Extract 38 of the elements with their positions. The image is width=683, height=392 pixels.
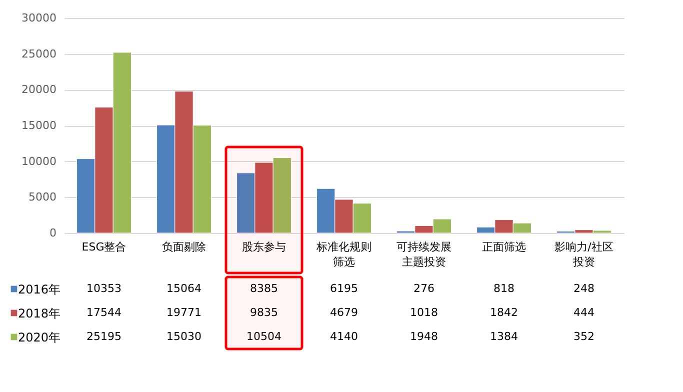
data-label: 248: [574, 282, 594, 295]
y-tick-label: 0: [50, 226, 56, 240]
legend-label: 2020年: [18, 330, 60, 344]
data-label: 1384: [490, 330, 518, 343]
legend-label: 2018年: [18, 306, 60, 320]
legend-label: 2016年: [18, 282, 60, 296]
x-tick-label: 标准化规则筛选: [316, 240, 372, 268]
data-label: 1018: [410, 306, 438, 319]
y-tick-label: 5000: [28, 190, 56, 204]
data-label: 15030: [166, 330, 202, 343]
data-label: 276: [414, 282, 434, 295]
data-label: 4679: [330, 306, 358, 319]
y-tick-label: 20000: [22, 83, 56, 96]
data-label: 10504: [246, 330, 282, 343]
data-label: 9835: [250, 306, 278, 319]
x-tick-label: 正面筛选: [482, 240, 526, 254]
data-label: 25195: [86, 330, 122, 343]
y-tick-label: 10000: [22, 154, 56, 168]
x-tick-label: 影响力/社区投资: [554, 240, 614, 268]
data-label: 6195: [330, 282, 358, 295]
data-label: 10353: [86, 282, 122, 295]
data-label: 17544: [86, 306, 122, 319]
x-tick-label: 可持续发展主题投资: [396, 240, 452, 268]
x-tick-label: 负面剔除: [162, 240, 206, 254]
data-label: 818: [494, 282, 514, 295]
data-label: 15064: [166, 282, 202, 295]
y-tick-label: 15000: [22, 119, 56, 132]
y-tick-label: 25000: [22, 47, 56, 60]
x-tick-label: 股东参与: [242, 240, 286, 254]
data-label: 1842: [490, 306, 518, 319]
data-label: 444: [574, 306, 594, 319]
y-tick-label: 30000: [22, 12, 56, 24]
data-label: 19771: [166, 306, 202, 319]
data-label: 4140: [330, 330, 358, 343]
data-label: 8385: [250, 282, 278, 295]
data-label: 352: [574, 330, 594, 343]
data-label: 1948: [410, 330, 438, 343]
x-tick-label: ESG整合: [82, 240, 126, 254]
